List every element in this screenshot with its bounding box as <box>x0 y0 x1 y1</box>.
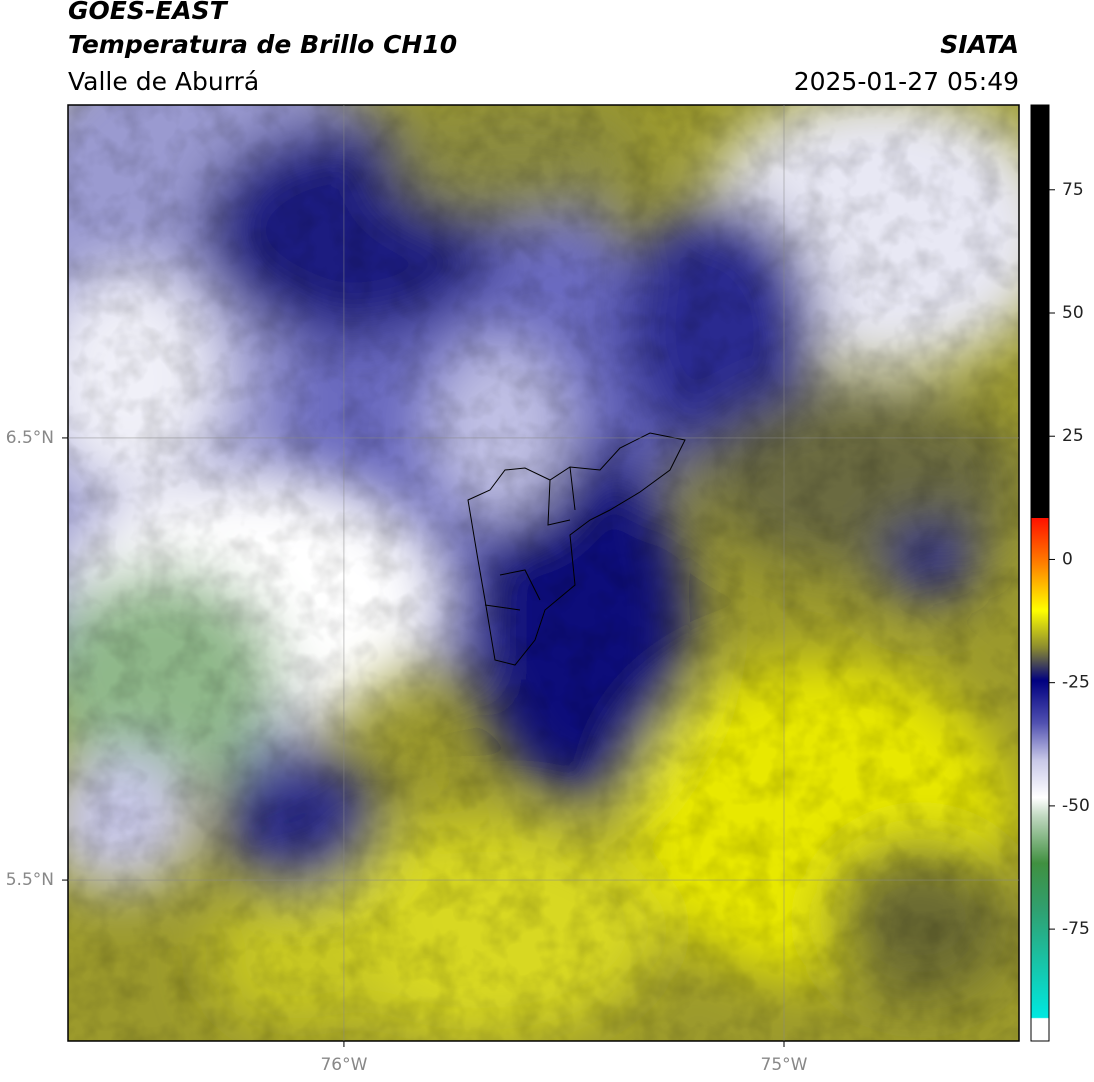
colorbar-label: -50 <box>1062 796 1090 816</box>
lon-label: 75°W <box>761 1055 808 1075</box>
lat-label: 5.5°N <box>6 870 54 890</box>
colorbar-label: -75 <box>1062 919 1090 939</box>
colorbar-label: 50 <box>1062 303 1084 323</box>
valley-boundary <box>467 432 686 666</box>
map-frame <box>67 104 1020 1042</box>
region: Valle de Aburrá <box>68 67 259 96</box>
title: GOES-EAST <box>68 0 229 25</box>
lat-label: 6.5°N <box>6 428 54 448</box>
colorbar-label: 25 <box>1062 426 1084 446</box>
colorbar-label: 75 <box>1062 180 1084 200</box>
colorbar-label: -25 <box>1062 673 1090 693</box>
source: SIATA <box>940 30 1019 59</box>
colorbar-label: 0 <box>1062 549 1073 569</box>
lon-label: 76°W <box>320 1055 367 1075</box>
datetime: 2025-01-27 05:49 <box>794 67 1019 96</box>
colorbar <box>1030 104 1050 1042</box>
satellite-field <box>68 105 1019 1041</box>
subtitle: Temperatura de Brillo CH10 <box>68 30 457 59</box>
